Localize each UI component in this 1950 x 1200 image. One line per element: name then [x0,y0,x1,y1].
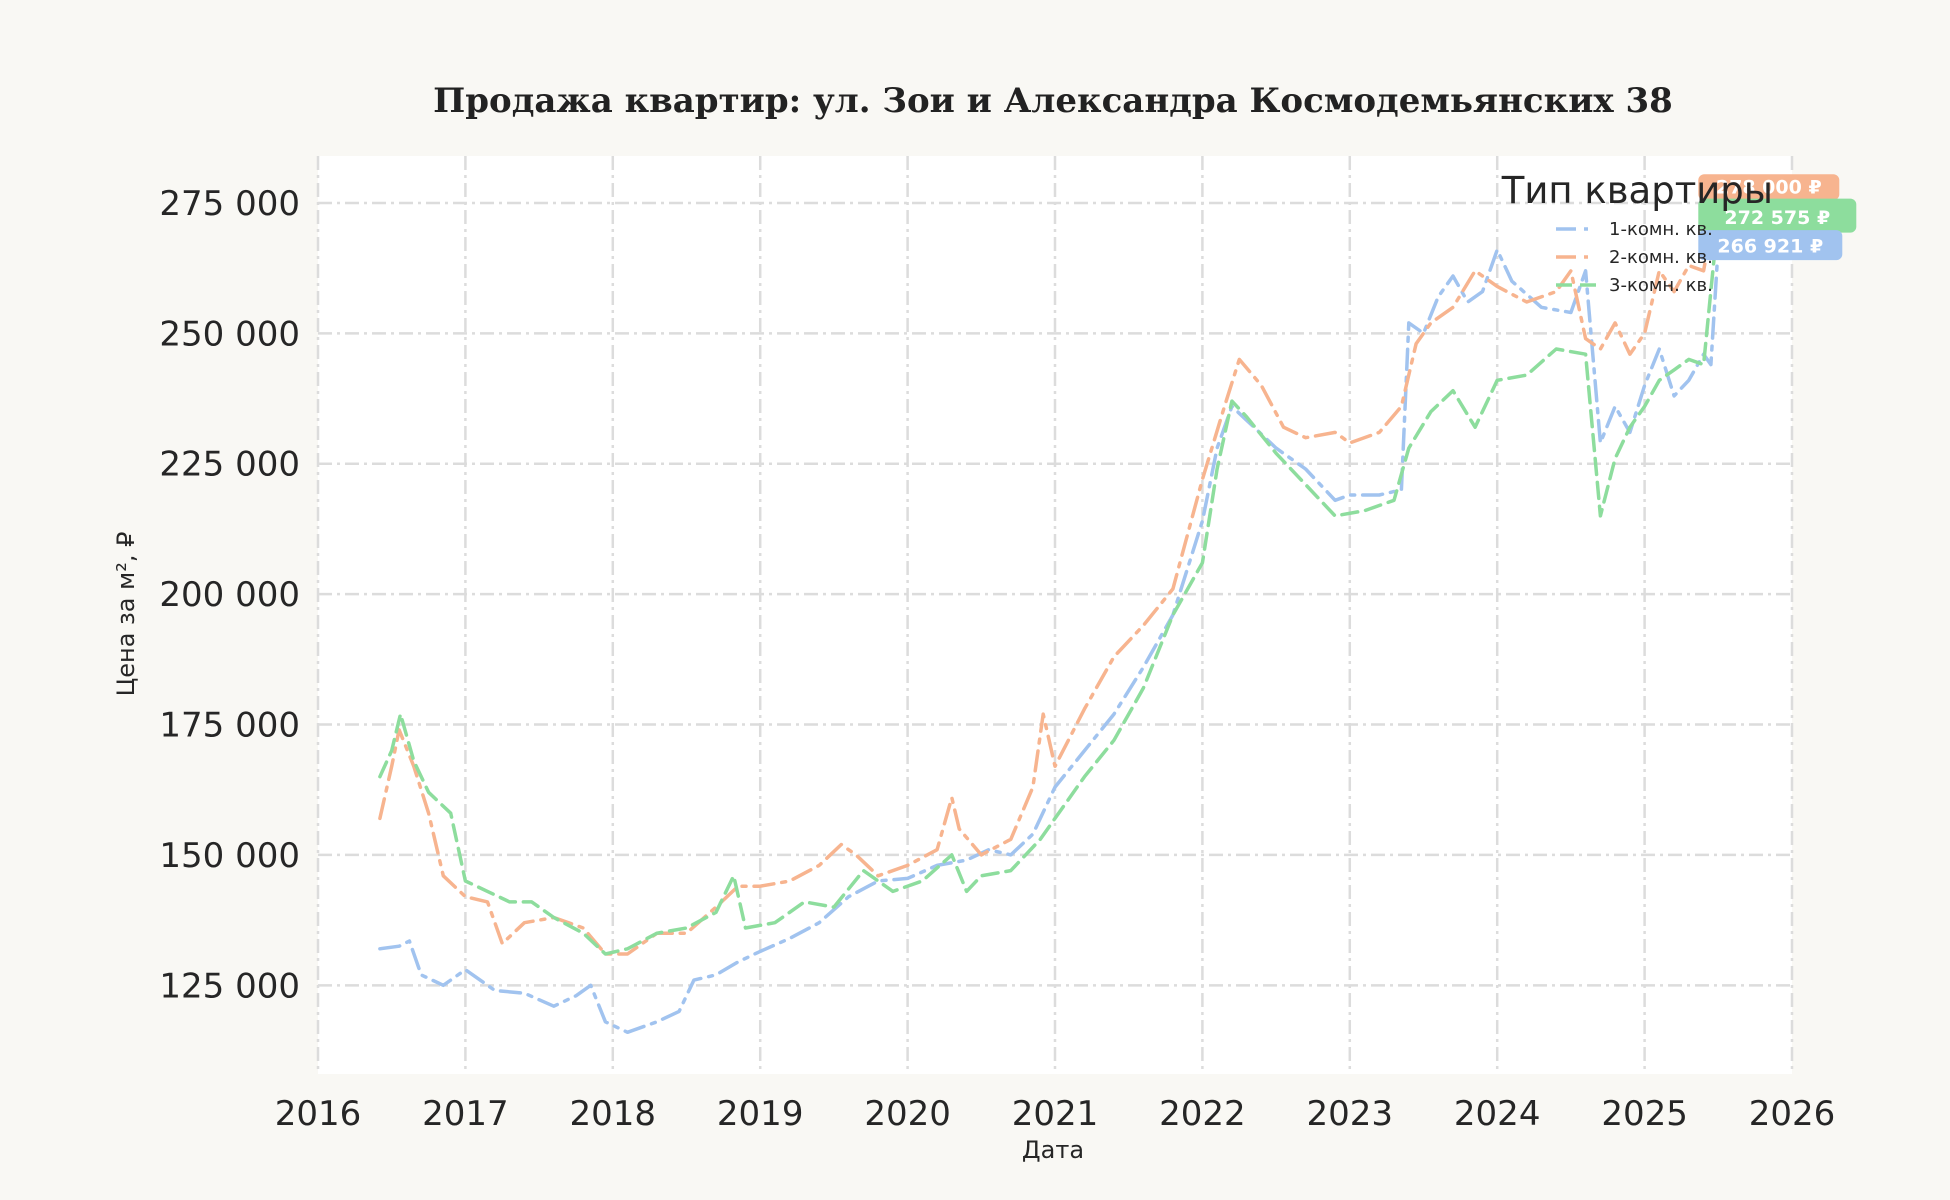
end-label-3: 272 575 ₽ [1724,207,1830,229]
x-tick-label-2024: 2024 [1454,1094,1541,1134]
y-tick-label-3: 200 000 [159,575,300,615]
x-tick-label-2019: 2019 [717,1094,804,1134]
y-tick-label-6: 275 000 [159,184,300,224]
end-label-2: 278 000 ₽ [1716,176,1822,198]
x-tick-label-2020: 2020 [864,1094,951,1134]
x-axis-label: Дата [1022,1136,1084,1164]
y-tick-label-1: 150 000 [159,836,300,876]
legend-label-2: 2-комн. кв. [1609,247,1713,268]
legend-label-3: 3-комн. кв. [1609,275,1713,296]
x-tick-label-2017: 2017 [422,1094,509,1134]
y-axis-label: Цена за м², ₽ [112,532,140,697]
x-tick-label-2022: 2022 [1159,1094,1246,1134]
x-tick-label-2025: 2025 [1601,1094,1688,1134]
axis-ticks: 2016 2017 2018 2019 2020 2021 2022 2023 2024 2025… [159,184,1835,1134]
x-tick-label-2026: 2026 [1749,1094,1836,1134]
end-labels: 278 000 ₽ 272 575 ₽ 266 921 ₽ [1698,174,1857,261]
x-tick-label-2023: 2023 [1307,1094,1394,1134]
end-label-bg-1 [1698,230,1843,261]
y-tick-label-5: 250 000 [159,314,300,354]
legend-title: Тип квартиры [1501,169,1773,212]
x-tick-label-2018: 2018 [570,1094,657,1134]
legend-label-1: 1-комн. кв. [1609,219,1713,240]
y-tick-label-4: 225 000 [159,445,300,485]
end-label-bg-3 [1698,198,1857,233]
grid-lines [316,156,1794,1074]
series-line-3 [378,213,1721,956]
x-tick-label-2016: 2016 [275,1094,362,1134]
y-tick-label-0: 125 000 [159,966,300,1006]
x-tick-label-2021: 2021 [1012,1094,1099,1134]
chart-title: Продажа квартир: ул. Зои и Александра Ко… [433,81,1673,121]
end-label-bg-2 [1698,174,1840,201]
y-tick-label-2: 175 000 [159,706,300,746]
end-label-1: 266 921 ₽ [1717,235,1823,257]
legend: Тип квартиры 1-комн. кв. 2-комн. кв. 3-ком… [1501,169,1773,296]
